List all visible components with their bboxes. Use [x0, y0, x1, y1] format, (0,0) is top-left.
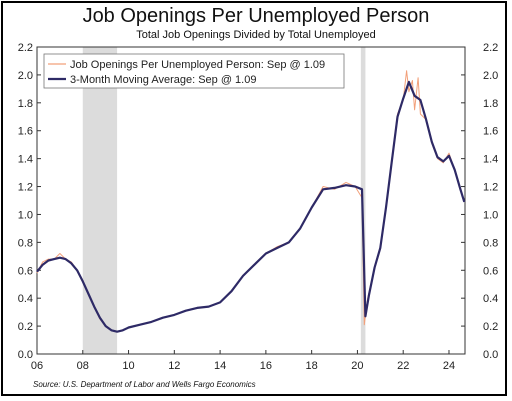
- legend-label: Job Openings Per Unemployed Person: Sep …: [70, 59, 325, 71]
- y-tick-label-left: 1.0: [18, 209, 33, 221]
- y-tick-label-right: 1.6: [483, 126, 498, 138]
- y-tick-label-left: 1.2: [18, 182, 33, 194]
- y-tick-label-right: 0.2: [483, 321, 498, 333]
- y-tick-label-left: 0.2: [18, 321, 33, 333]
- y-tick-label-right: 2.0: [483, 70, 498, 82]
- y-tick-label-right: 1.2: [483, 182, 498, 194]
- y-tick-label-right: 1.0: [483, 209, 498, 221]
- x-tick-label: 12: [168, 360, 180, 372]
- legend-box: [43, 53, 345, 89]
- y-tick-label-left: 1.8: [18, 98, 33, 110]
- y-tick-label-left: 0.4: [18, 293, 33, 305]
- y-tick-label-left: 2.0: [18, 70, 33, 82]
- y-tick-label-right: 0.4: [483, 293, 498, 305]
- y-tick-label-left: 2.2: [18, 42, 33, 54]
- x-tick-label: 14: [214, 360, 226, 372]
- y-tick-label-right: 0.0: [483, 349, 498, 361]
- series-line-moving-average: [36, 80, 466, 333]
- legend-label: 3-Month Moving Average: Sep @ 1.09: [70, 74, 256, 86]
- x-tick-label: 10: [122, 360, 134, 372]
- x-tick-label: 06: [31, 360, 43, 372]
- x-tick-label: 22: [397, 360, 409, 372]
- y-tick-label-right: 0.8: [483, 237, 498, 249]
- y-tick-label-left: 0.6: [18, 265, 33, 277]
- y-tick-label-left: 1.6: [18, 126, 33, 138]
- recession-band: [82, 47, 118, 354]
- chart-source: Source: U.S. Department of Labor and Wel…: [33, 380, 256, 389]
- x-tick-label: 24: [443, 360, 455, 372]
- y-tick-label-right: 2.2: [483, 42, 498, 54]
- x-tick-label: 18: [306, 360, 318, 372]
- y-tick-label-right: 1.4: [483, 154, 498, 166]
- x-tick-label: 16: [260, 360, 272, 372]
- x-tick-label: 20: [351, 360, 363, 372]
- y-tick-label-right: 1.8: [483, 98, 498, 110]
- y-tick-label-left: 0.8: [18, 237, 33, 249]
- y-tick-label-right: 0.6: [483, 265, 498, 277]
- chart-title: Job Openings Per Unemployed Person: [82, 5, 430, 27]
- x-tick-label: 08: [77, 360, 89, 372]
- chart-subtitle: Total Job Openings Divided by Total Unem…: [136, 29, 376, 41]
- y-tick-label-left: 1.4: [18, 154, 33, 166]
- y-tick-label-left: 0.0: [18, 349, 33, 361]
